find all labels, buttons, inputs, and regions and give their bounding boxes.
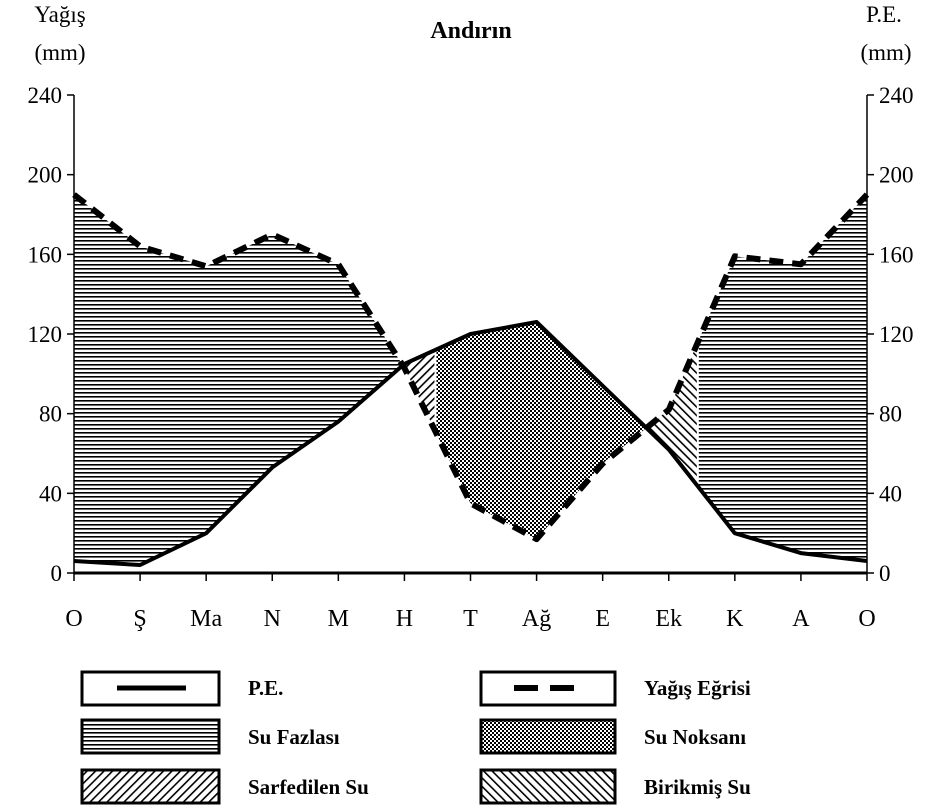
axes: [67, 94, 874, 581]
y-right-tick-label: 40: [879, 481, 902, 506]
y-right-tick-label: 200: [879, 163, 914, 188]
legend-label-sarfedilen-su: Sarfedilen Su: [248, 775, 369, 799]
tick-labels: 0 0 40 40 80 80 120 120 160 160 200 200 240 240 O Ş Ma N M…: [28, 83, 914, 632]
x-tick-label: Ağ: [522, 606, 551, 632]
legend-label-yagis: Yağış Eğrisi: [644, 676, 751, 700]
y-left-tick-label: 0: [51, 561, 63, 586]
area-su-fazlasi-right: [697, 194, 867, 561]
y-left-label-line2: (mm): [34, 40, 85, 65]
legend-swatch-su-noksani: [479, 718, 617, 755]
x-tick-label: O: [65, 606, 82, 632]
legend-swatch-sarfedilen-su: [80, 768, 221, 805]
x-tick-label: N: [264, 606, 281, 632]
yagis-series-line: [72, 192, 870, 543]
x-tick-label: Ma: [190, 606, 222, 632]
y-left-tick-label: 120: [28, 322, 63, 347]
area-birikmis-su: [646, 342, 698, 487]
x-tick-label: Ş: [133, 606, 146, 632]
y-left-tick-label: 40: [39, 481, 62, 506]
y-right-tick-label: 160: [879, 242, 914, 267]
legend-swatch-birikmis-su: [479, 768, 617, 805]
x-tick-label: Ek: [655, 606, 682, 632]
x-tick-label: K: [726, 606, 744, 632]
x-tick-label: O: [858, 606, 875, 632]
x-tick-label: T: [463, 606, 478, 632]
area-su-noksani: [435, 322, 647, 539]
legend-swatch-yagis: [479, 670, 617, 707]
legend-label-birikmis-su: Birikmiş Su: [644, 775, 751, 799]
y-left-tick-label: 160: [28, 242, 63, 267]
legend-label-pe: P.E.: [248, 676, 283, 700]
y-left-label-line1: Yağış: [34, 2, 85, 27]
y-right-tick-label: 80: [879, 402, 902, 427]
x-tick-label: H: [396, 606, 413, 632]
legend: P.E. Yağış Eğrisi Su Fazlası Su Noksanı …: [80, 670, 751, 805]
y-right-tick-label: 120: [879, 322, 914, 347]
chart-title: Andırın: [430, 18, 511, 44]
y-right-label-line1: P.E.: [866, 2, 902, 27]
area-fills: [74, 194, 867, 565]
y-left-tick-label: 240: [28, 83, 63, 108]
x-tick-label: M: [328, 606, 349, 632]
x-tick-label: A: [792, 606, 810, 632]
pe-series-line: [73, 320, 868, 567]
legend-label-su-noksani: Su Noksanı: [644, 725, 746, 749]
y-left-tick-label: 200: [28, 163, 63, 188]
x-tick-label: E: [595, 606, 610, 632]
y-right-tick-label: 0: [879, 561, 891, 586]
legend-label-su-fazlasi: Su Fazlası: [248, 725, 340, 749]
y-right-label-line2: (mm): [860, 40, 911, 65]
legend-swatch-su-fazlasi: [80, 718, 221, 755]
y-right-tick-label: 240: [879, 83, 914, 108]
area-su-fazlasi-left: [74, 194, 403, 565]
series-lines: [72, 192, 870, 567]
y-left-tick-label: 80: [39, 402, 62, 427]
